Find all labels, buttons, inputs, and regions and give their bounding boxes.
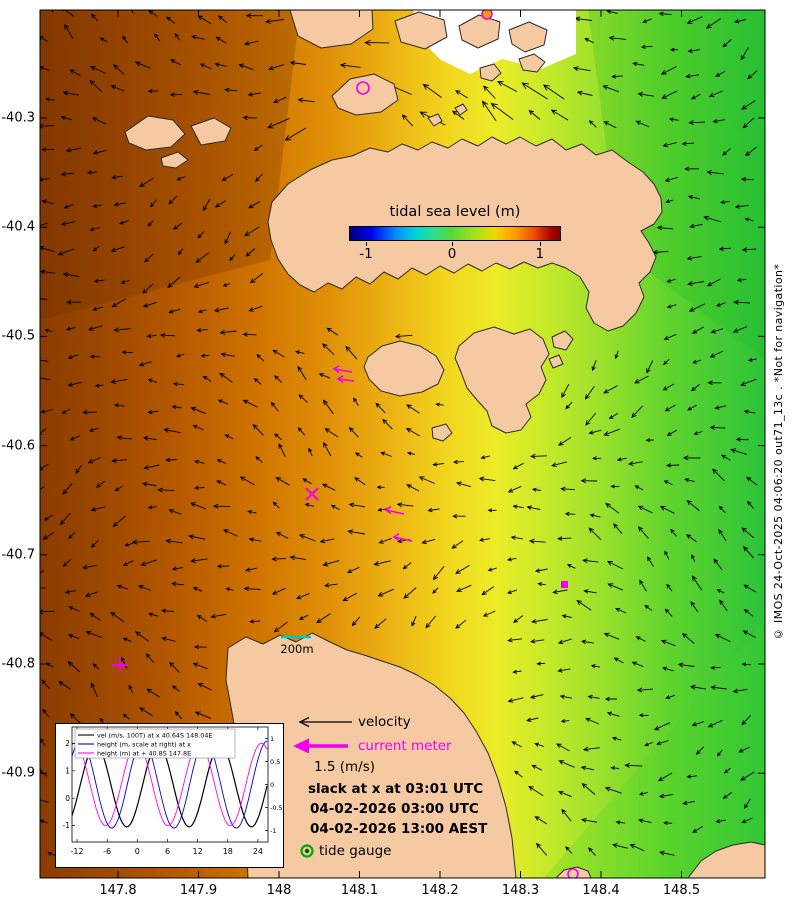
inset-x-tick-label: 6 [165,847,170,856]
velocity-arrow-layer [40,10,758,868]
legend-velocity-label: velocity [358,714,411,730]
inset-legend-label: height (m, scale at right) at x [97,740,191,748]
colorbar-gradient-bar [349,226,561,241]
inset-legend-label: height (m) at + 40.8S 147.8E [97,749,191,757]
legend-tide-gauge-dot [304,848,310,854]
colorbar: tidal sea level (m) -1 0 1 [349,204,561,266]
y-axis-tick-label: -40.5 [1,328,35,344]
x-axis-tick-label: 148.5 [662,883,701,898]
y-axis-tick-label: -40.3 [1,110,35,126]
landmass-corner-southeast [687,841,765,878]
station-circle-marker [481,10,493,20]
inset-right-tick-label: 0.5 [270,758,280,766]
legend-current-meter-label: current meter [358,738,452,754]
station-circle-marker [356,81,370,95]
inset-x-tick-label: -6 [103,847,111,856]
sea-tint-southeast [544,620,765,878]
island [454,326,550,434]
height-plus-marker [112,657,128,673]
legend-slack-label: slack at x at 03:01 UTC [308,781,484,797]
colorbar-tick-label: 0 [447,246,457,262]
island [431,423,453,442]
inset-left-tick-label: -1 [63,821,71,830]
legend-velocity-arrow [298,716,352,728]
colorbar-tick-label: -1 [359,246,373,262]
inset-x-tick-label: 12 [193,847,203,856]
legend-time-aest-label: 04-02-2026 13:00 AEST [310,821,488,837]
island [479,63,502,82]
x-axis-tick-label: 147.8 [99,883,137,898]
island [551,330,574,351]
inset-chart: -12 -6 0 6 12 18 24 2 1 0 -1 1 0.5 0 -0.5 -1 vel (m/s, 1… [63,726,283,856]
inset-right-tick-label: 0 [270,781,274,789]
colorbar-tick-label: 1 [535,246,545,262]
sea-tint-northeast [588,10,765,360]
legend-tide-gauge-ring [300,844,314,858]
legend-time-utc-label: 04-02-2026 03:00 UTC [310,801,479,817]
island [458,14,501,49]
x-axis-tick-label: 147.9 [179,883,218,898]
inset-x-tick-label: 0 [135,847,140,856]
island [518,53,546,73]
island [548,354,564,369]
slack-x-marker [305,487,319,501]
coastal-point [555,866,592,878]
legend-tide-gauge-label: tide gauge [319,843,392,859]
current-meter-site [561,581,568,588]
island [331,73,399,116]
inset-left-tick-label: 0 [65,794,70,803]
inset-x-tick-label: 24 [253,847,263,856]
inset-timeseries-panel: -12 -6 0 6 12 18 24 2 1 0 -1 1 0.5 0 -0.5 -1 vel (m/s, 1… [55,723,284,868]
island [454,103,468,116]
colorbar-title: tidal sea level (m) [389,204,521,220]
y-axis-tick-label: -40.8 [1,656,35,672]
x-axis-tick-label: 148 [266,883,292,898]
inset-tick-marks [72,727,268,842]
station-circle-marker [567,868,579,878]
y-axis-tick-label: -40.7 [1,547,35,563]
y-axis-tick-label: -40.6 [1,438,35,454]
island [363,340,445,397]
watermark-text: © IMOS 24-Oct-2025 04:06:20 out71_13c . … [772,263,785,641]
inset-series-height-at-x [71,740,268,829]
island [394,11,448,50]
x-axis-tick-label: 148.3 [501,883,540,898]
inset-series-height-at-plus [71,742,268,827]
plot-border [39,9,766,879]
scale-bar-label: 200m [280,642,314,656]
island [427,113,443,127]
colorbar-tick-mark [539,242,541,246]
inset-right-tick-label: -1 [270,827,276,835]
inset-x-tick-label: -12 [70,847,83,856]
axis-tick-marks [40,10,765,878]
y-axis-tick-label: -40.9 [1,765,35,781]
current-meter-arrows [332,365,413,542]
velocity-arrow-field [40,10,758,868]
inset-series-velocity [71,744,268,828]
y-axis-tick-label: -40.4 [1,219,35,235]
island [289,10,374,49]
island [124,115,186,151]
inset-left-tick-label: 1 [65,766,70,775]
inset-right-tick-label: 1 [270,735,274,743]
inset-x-tick-label: 18 [223,847,233,856]
x-axis-tick-label: 148.1 [340,883,379,898]
inset-legend-box [74,728,236,759]
x-axis-tick-label: 148.4 [582,883,620,898]
inset-left-tick-label: 2 [65,739,70,748]
legend-reference-speed-label: 1.5 (m/s) [314,759,376,775]
legend-current-meter-arrow-head [293,738,309,754]
island [508,21,548,53]
island [190,117,232,146]
x-axis-tick-label: 148.2 [421,883,459,898]
island [160,151,189,169]
colorbar-tick-mark [452,242,454,246]
axis-tick-layer [40,10,765,878]
inset-right-tick-label: -0.5 [270,804,283,812]
inset-legend-label: vel (m/s, 100T) at x 40.64S 148.04E [97,731,212,739]
legend-marks [293,716,352,858]
colorbar-tick-mark [365,242,367,246]
map-markers [112,10,579,878]
